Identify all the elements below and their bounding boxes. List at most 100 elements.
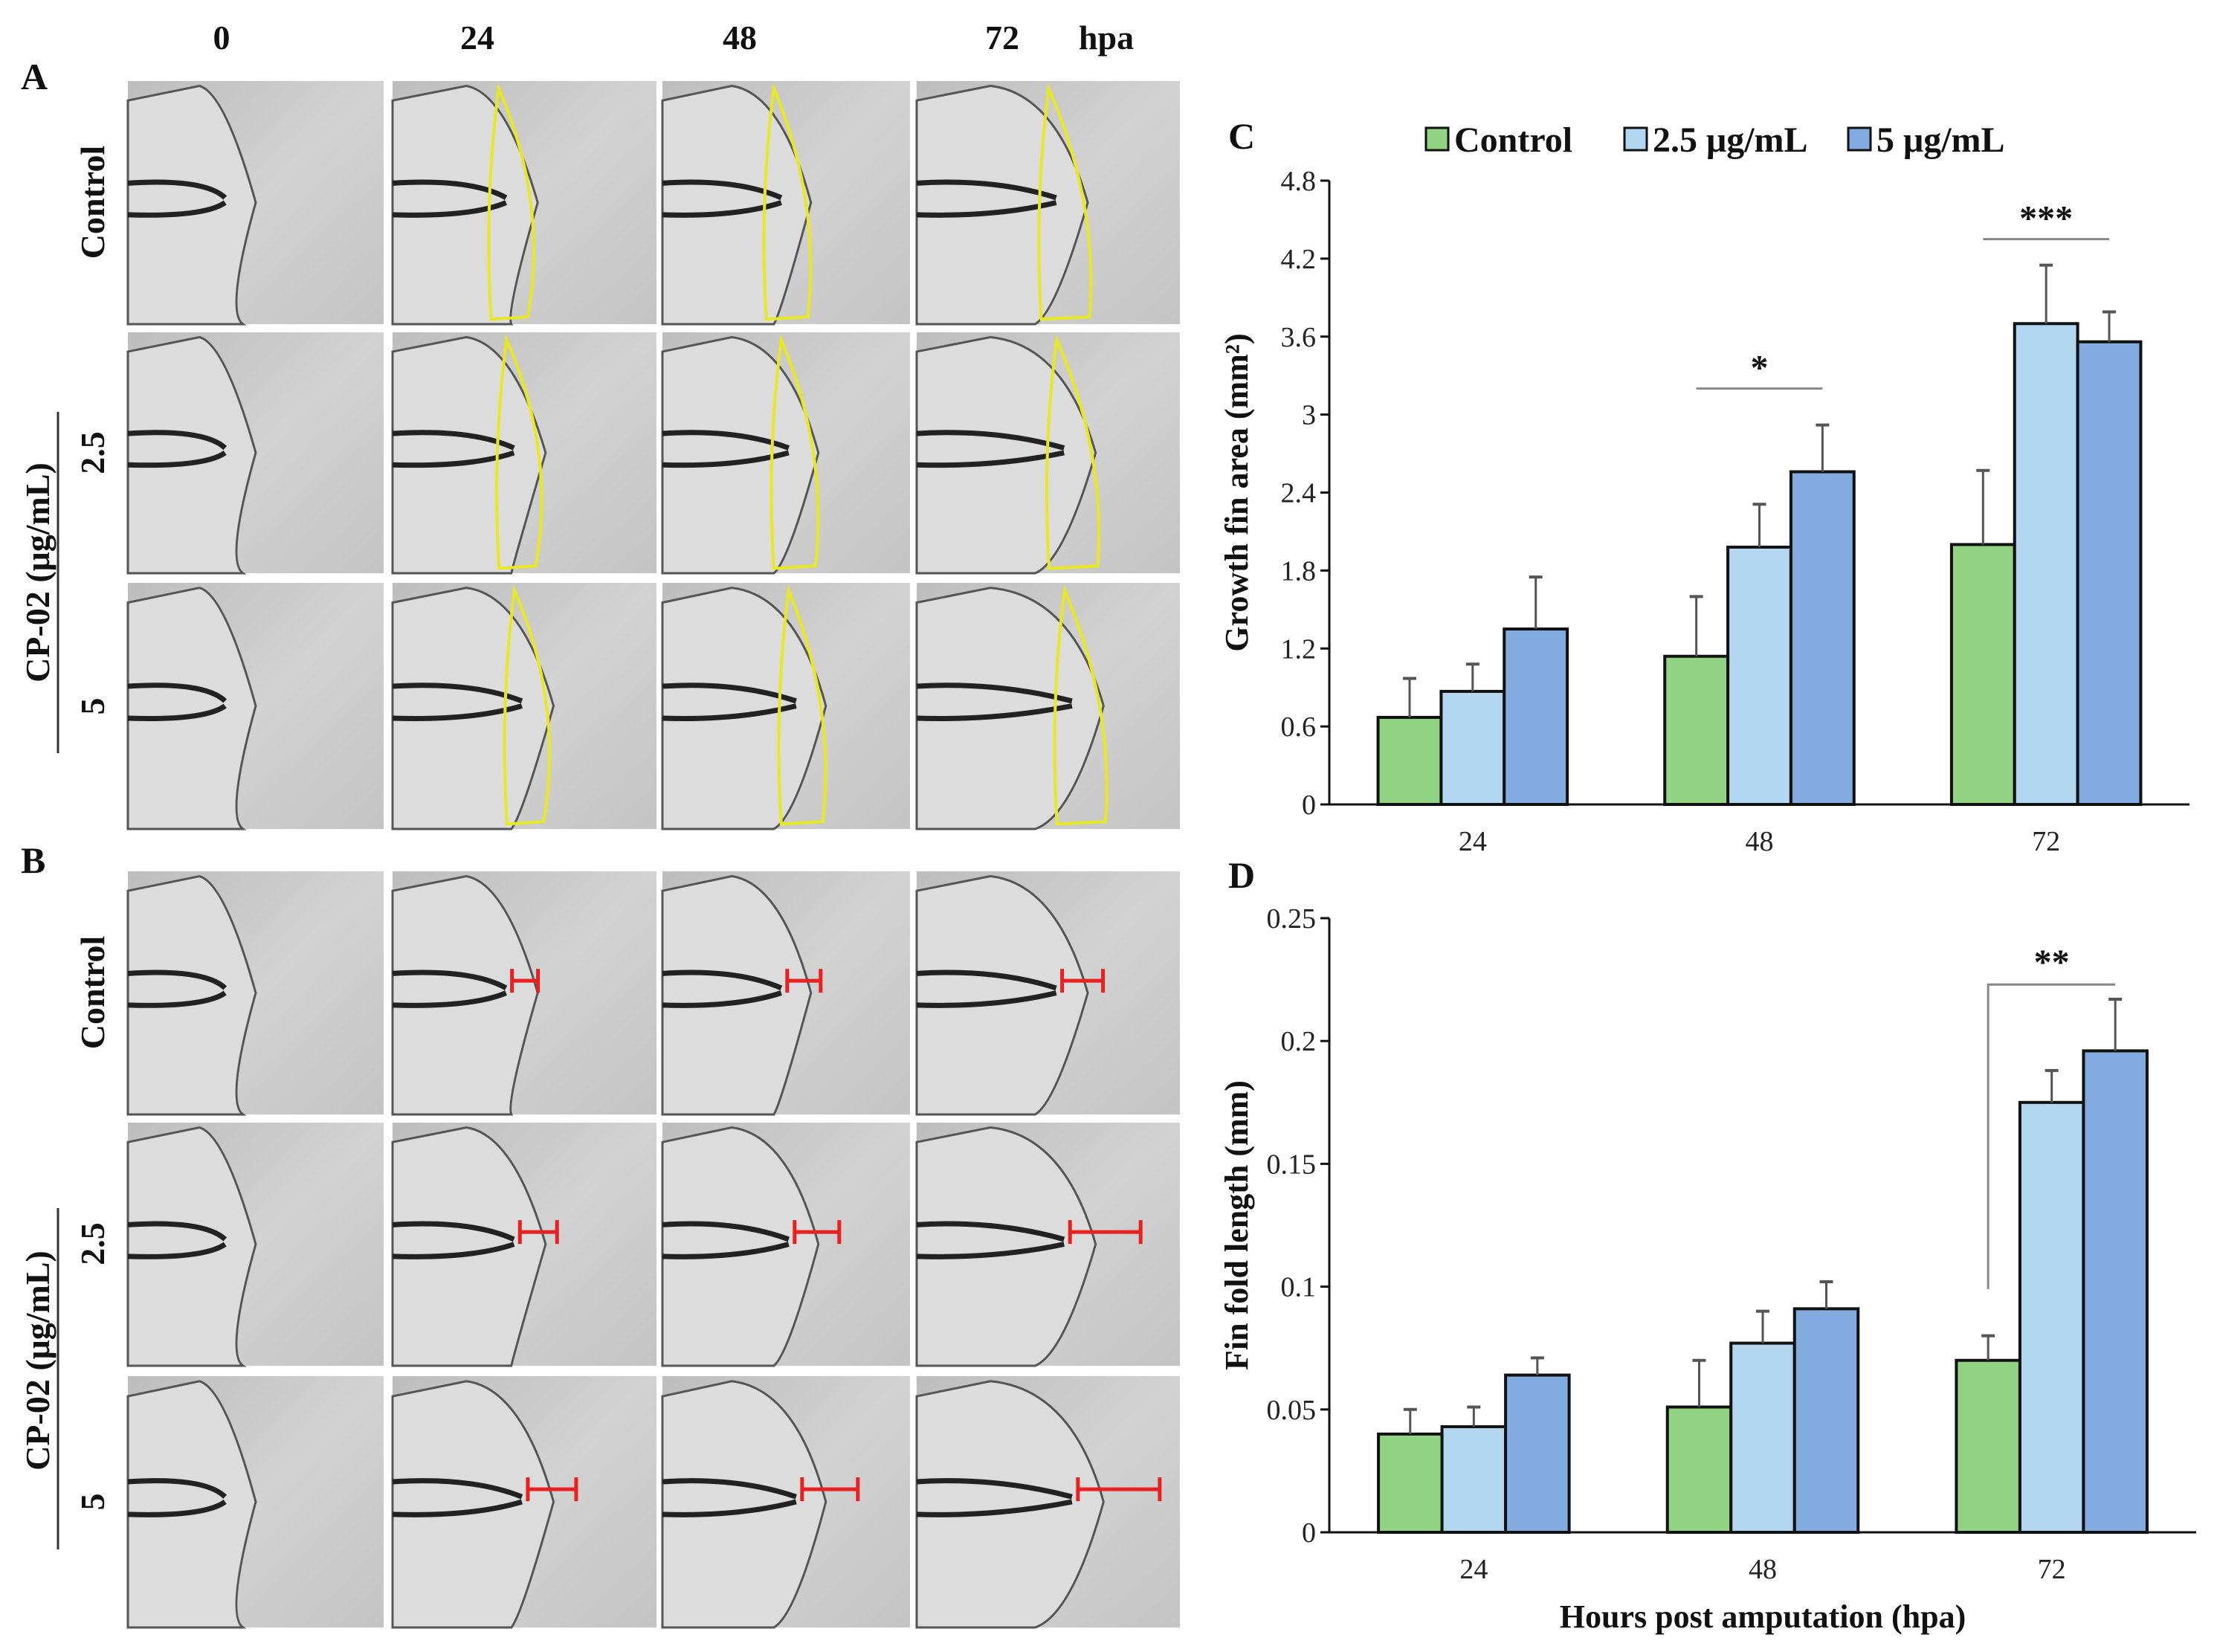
fin-fold-measure-bar — [510, 969, 540, 993]
x-tick-label: 48 — [1749, 1554, 1777, 1585]
fin-outline — [661, 335, 820, 575]
legend-swatch — [1847, 126, 1872, 152]
fin-outline — [915, 1126, 1097, 1367]
micrograph-a-0-1 — [391, 81, 656, 326]
x-tick-label: 24 — [1459, 826, 1487, 857]
y-tick-label: 2.4 — [1281, 478, 1317, 509]
fin-outline — [126, 587, 257, 830]
y-axis-label: Fin fold length (mm) — [1219, 1080, 1255, 1370]
micrograph-a-0-2 — [661, 81, 910, 326]
y-tick-label: 1.2 — [1281, 633, 1317, 665]
y-tick-label: 0.6 — [1281, 712, 1317, 743]
x-tick-label: 24 — [1459, 1554, 1488, 1585]
micrograph-a-0-0 — [126, 81, 384, 326]
regenerate-outline — [1045, 334, 1101, 570]
bar-D-5gmL-72 — [2082, 1049, 2149, 1534]
legend-label: Control — [1454, 120, 1572, 160]
y-tick-label: 0 — [1302, 790, 1316, 821]
bar-C-25gmL-24 — [1439, 689, 1506, 807]
notochord — [392, 430, 515, 468]
micrograph-b-1-1 — [391, 1123, 656, 1367]
micrograph-b-2-3 — [915, 1376, 1180, 1629]
bar-D-25gmL-72 — [2018, 1100, 2085, 1535]
fin-outline — [661, 875, 813, 1116]
y-tick-label: 0 — [1302, 1517, 1316, 1549]
legend-item-2: 5 μg/mL — [1847, 120, 2005, 160]
fin-outline — [661, 1380, 827, 1629]
notochord — [916, 1221, 1065, 1259]
y-tick-label: 4.2 — [1281, 244, 1317, 275]
bar-D-25gmL-48 — [1729, 1341, 1796, 1535]
chart-growth-fin-area: 00.61.21.82.433.64.24.824 48 72****Growth … — [1219, 120, 2189, 857]
y-axis-label: Growth fin area (mm²) — [1219, 333, 1255, 651]
significance-marker: ** — [2034, 943, 2070, 982]
regenerate-outline — [762, 83, 813, 321]
regenerate-outline — [487, 83, 535, 321]
panel-label-d: D — [1228, 854, 1255, 896]
fin-outline — [391, 1380, 555, 1629]
row-group-label-b: CP-02 (μg/mL) — [19, 1251, 57, 1471]
time-header-0: 0 — [213, 19, 230, 57]
regenerate-outline — [1037, 83, 1093, 321]
regenerate-outline — [769, 334, 820, 570]
fin-outline — [915, 875, 1089, 1116]
fin-outline — [391, 85, 539, 326]
bar-C-Control-48 — [1663, 654, 1730, 806]
notochord — [916, 683, 1073, 722]
fin-fold-measure-bar — [793, 1220, 842, 1245]
micrograph-a-2-2 — [661, 583, 910, 830]
notochord — [127, 179, 227, 218]
bar-D-Control-72 — [1955, 1358, 2021, 1534]
fin-fold-measure-bar — [526, 1477, 578, 1502]
y-tick-label: 3.6 — [1281, 322, 1317, 353]
time-header-72: 72 — [985, 19, 1019, 57]
bar-C-Control-72 — [1949, 543, 2016, 807]
micrograph-grid — [126, 81, 1180, 1629]
chart-fin-fold-length: 0 0.05 0.1 0.15 0.2 0.25 24 48 72 ** Fin fold leng… — [1219, 903, 2196, 1635]
regenerate-outline — [503, 584, 552, 826]
fin-outline — [126, 1380, 257, 1629]
notochord — [127, 969, 227, 1008]
panel-label-b: B — [21, 839, 45, 881]
fin-outline — [915, 85, 1089, 326]
micrograph-b-0-1 — [391, 871, 656, 1116]
regenerate-outline — [1053, 584, 1108, 826]
fin-outline — [915, 1380, 1105, 1629]
row-label-high-a: 5 — [74, 698, 112, 715]
micrograph-b-2-2 — [661, 1376, 910, 1629]
bar-C-5gmL-24 — [1503, 627, 1569, 806]
notochord — [916, 1478, 1073, 1517]
legend-item-0: Control — [1424, 120, 1572, 160]
x-tick-label: 48 — [1746, 826, 1774, 857]
fin-fold-measure-bar — [785, 969, 823, 993]
y-tick-label: 1.8 — [1281, 555, 1317, 587]
notochord — [392, 1478, 523, 1517]
bar-D-25gmL-24 — [1440, 1424, 1508, 1534]
fin-outline — [391, 875, 539, 1116]
fin-outline — [391, 335, 547, 575]
bar-D-Control-48 — [1665, 1405, 1733, 1534]
notochord — [916, 179, 1057, 218]
y-tick-label: 4.8 — [1281, 166, 1317, 197]
y-tick-label: 3 — [1302, 400, 1316, 431]
micrograph-a-1-3 — [915, 332, 1180, 575]
significance-bracket — [1987, 983, 2116, 1289]
micrograph-b-2-0 — [126, 1376, 384, 1629]
micrograph-b-1-3 — [915, 1123, 1180, 1367]
regenerate-outline — [777, 584, 827, 826]
notochord — [662, 430, 790, 468]
panel-label-c: C — [1228, 115, 1255, 157]
micrograph-a-2-3 — [915, 583, 1180, 830]
legend-swatch — [1424, 126, 1450, 152]
time-header-48: 48 — [723, 19, 757, 57]
micrograph-b-0-0 — [126, 871, 384, 1116]
notochord — [916, 969, 1057, 1008]
micrograph-a-2-0 — [126, 583, 384, 830]
fin-outline — [391, 587, 555, 830]
notochord — [127, 430, 227, 468]
micrograph-a-1-1 — [391, 332, 656, 575]
legend-label: 5 μg/mL — [1876, 120, 2005, 160]
bar-C-Control-24 — [1376, 715, 1443, 807]
micrograph-a-2-1 — [391, 583, 656, 830]
